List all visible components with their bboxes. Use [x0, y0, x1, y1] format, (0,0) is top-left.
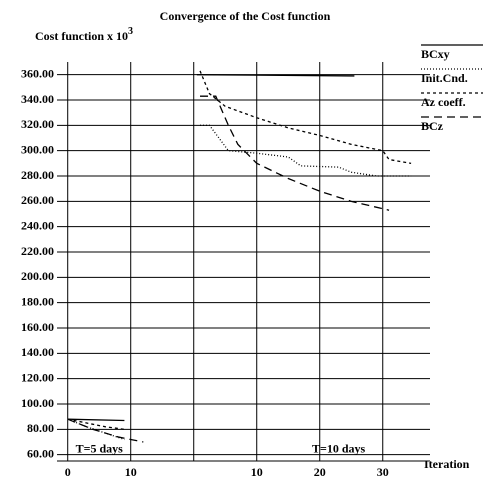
y-tick-label: 260.00: [21, 193, 54, 207]
legend-label: Az coeff.: [421, 95, 466, 109]
y-axis-label-exponent: 3: [128, 26, 133, 37]
x-tick-label: 10: [125, 465, 137, 478]
x-tick-label: 0: [65, 465, 71, 478]
line-series: [67, 74, 355, 422]
y-tick-label: 80.00: [27, 421, 54, 435]
y-tick-label: 240.00: [21, 218, 54, 232]
x-tick-label: 10: [251, 465, 263, 478]
y-tick-label: 160.00: [21, 320, 54, 334]
x-tick-label: 20: [314, 465, 326, 478]
line-series: [67, 70, 412, 430]
y-axis-label: Cost function x 103: [35, 26, 133, 42]
y-tick-label: 120.00: [21, 370, 54, 384]
y-tick-label: 140.00: [21, 345, 54, 359]
legend-label: Init.Cnd.: [421, 71, 468, 85]
y-tick-label: 320.00: [21, 117, 54, 131]
y-tick-label: 220.00: [21, 244, 54, 258]
y-tick-label: 280.00: [21, 168, 54, 182]
y-tick-label: 100.00: [21, 396, 54, 410]
y-tick-label: 340.00: [21, 92, 54, 106]
y-tick-label: 300.00: [21, 142, 54, 156]
line-series: [67, 124, 412, 441]
x-axis-label: Iteration: [424, 457, 470, 471]
annotation: T=10 days: [312, 441, 366, 455]
line-series: [67, 95, 390, 443]
legend-label: BCz: [421, 119, 444, 133]
annotation: T=5 days: [76, 441, 124, 455]
y-tick-label: 180.00: [21, 294, 54, 308]
y-tick-label: 60.00: [27, 446, 54, 460]
chart-title: Convergence of the Cost function: [160, 9, 331, 23]
x-tick-label: 30: [377, 465, 389, 478]
y-tick-label: 360.00: [21, 66, 54, 80]
y-tick-label: 200.00: [21, 269, 54, 283]
legend-label: BCxy: [421, 47, 450, 61]
y-axis-label-base: Cost function x 10: [35, 29, 128, 43]
